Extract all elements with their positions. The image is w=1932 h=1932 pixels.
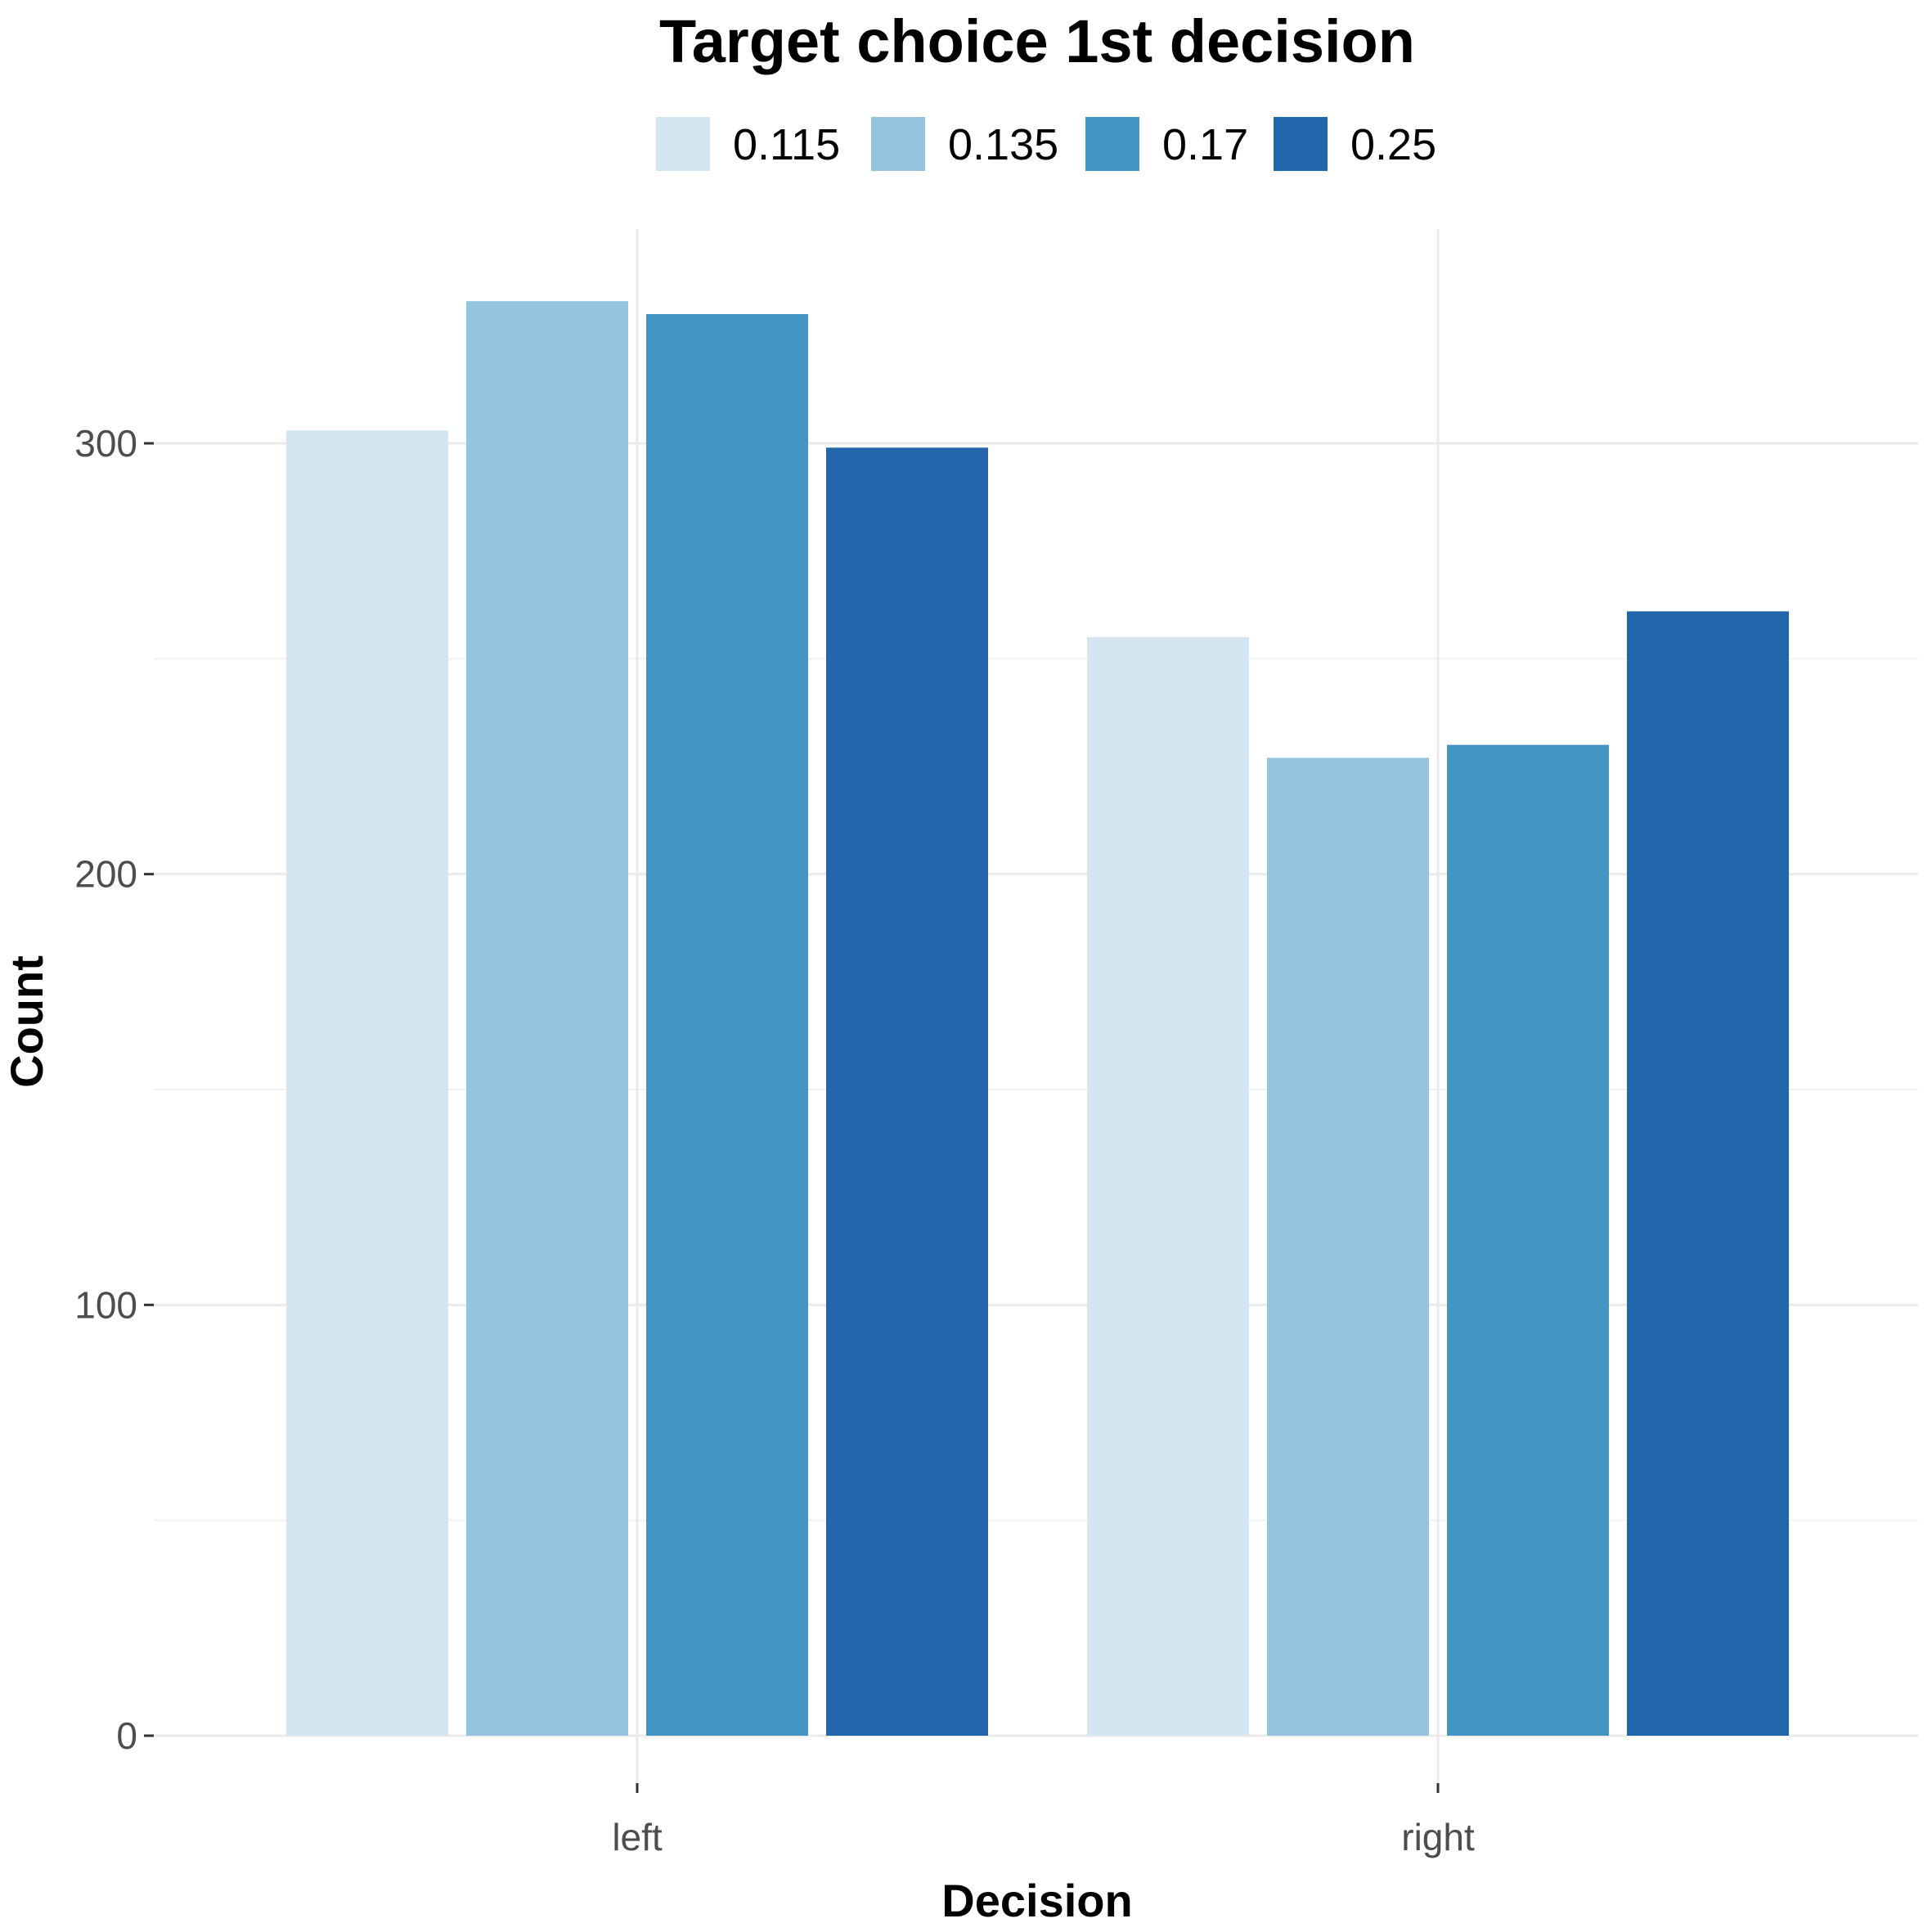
y-tick-label: 300 <box>74 422 137 465</box>
legend-label: 0.25 <box>1350 120 1436 169</box>
y-tick-label: 100 <box>74 1283 137 1326</box>
legend-item-0.135: 0.135 <box>871 117 1058 171</box>
legend-item-0.25: 0.25 <box>1274 117 1436 171</box>
legend-item-0.115: 0.115 <box>656 117 840 171</box>
x-tick-label: right <box>1401 1816 1475 1858</box>
axes: 0 100 200 300 left right <box>74 422 1475 1858</box>
bar-left-0.115 <box>286 430 448 1737</box>
legend-label: 0.115 <box>733 120 840 169</box>
bar-left-0.135 <box>466 301 628 1737</box>
y-tick-label: 0 <box>116 1714 137 1757</box>
bar-right-0.25 <box>1627 611 1789 1736</box>
x-tick-label: left <box>612 1816 663 1858</box>
legend-swatch <box>1274 117 1328 171</box>
legend-swatch <box>871 117 925 171</box>
legend-swatch <box>656 117 710 171</box>
bar-right-0.17 <box>1447 744 1609 1736</box>
y-axis-title: Count <box>1 955 52 1088</box>
bar-left-0.25 <box>826 447 988 1737</box>
x-axis-title: Decision <box>941 1875 1132 1926</box>
chart-title: Target choice 1st decision <box>659 7 1415 75</box>
bar-left-0.17 <box>646 314 808 1736</box>
legend-label: 0.135 <box>948 120 1058 169</box>
legend: 0.115 0.135 0.17 0.25 <box>656 117 1436 171</box>
bar-right-0.135 <box>1267 757 1429 1736</box>
bars <box>286 301 1789 1737</box>
y-tick-label: 200 <box>74 853 137 896</box>
legend-label: 0.17 <box>1162 120 1248 169</box>
legend-swatch <box>1085 117 1139 171</box>
legend-item-0.17: 0.17 <box>1085 117 1248 171</box>
bar-right-0.115 <box>1087 637 1249 1736</box>
